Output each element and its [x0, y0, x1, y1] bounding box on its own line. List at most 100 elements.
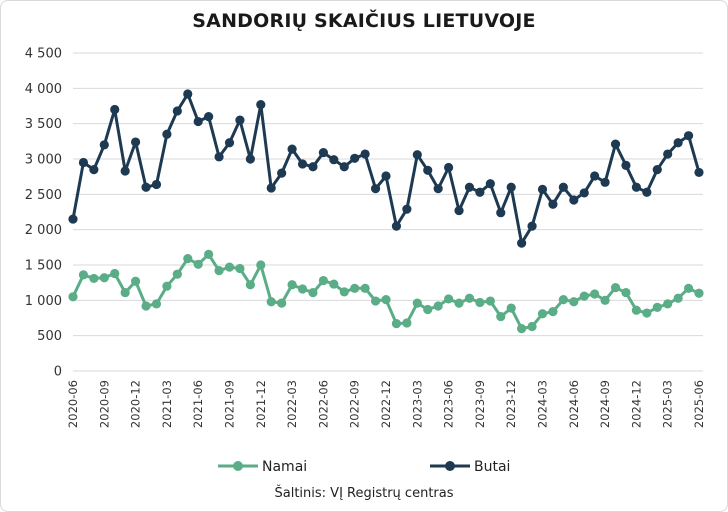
- data-point: [381, 295, 391, 305]
- x-tick-label: 2024-06: [567, 380, 581, 428]
- data-point: [444, 294, 454, 304]
- data-point: [631, 305, 642, 315]
- data-point: [683, 131, 694, 141]
- x-axis-tick-labels: 2020-06 2020-09 2020-12 2021-03 2021-06 2021-…: [66, 380, 706, 428]
- data-point: [454, 298, 464, 308]
- data-point: [610, 139, 621, 149]
- data-point: [663, 149, 673, 159]
- data-point: [131, 137, 141, 147]
- data-point: [214, 266, 224, 276]
- data-point: [110, 104, 120, 115]
- x-tick-label: 2023-09: [473, 380, 487, 428]
- data-point: [277, 298, 287, 308]
- data-point: [99, 140, 109, 150]
- data-point: [464, 293, 475, 303]
- data-point: [308, 287, 318, 298]
- data-point: [339, 162, 349, 172]
- data-point: [444, 162, 454, 173]
- data-point: [308, 162, 318, 172]
- x-tick-label: 2022-06: [316, 380, 330, 428]
- data-point: [350, 153, 360, 163]
- data-point: [590, 171, 600, 181]
- x-tick-label: 2025-06: [692, 380, 706, 428]
- legend-item-namai: Namai: [218, 459, 307, 475]
- chart-title: SANDORIŲ SKAIČIUS LIETUVOJE: [192, 10, 536, 32]
- data-point: [350, 283, 360, 293]
- data-point: [370, 184, 381, 194]
- y-tick-label: 1 500: [25, 259, 62, 274]
- data-point: [423, 165, 433, 175]
- y-tick-label: 3 500: [25, 117, 62, 132]
- data-point: [193, 259, 203, 269]
- data-point: [391, 319, 402, 329]
- data-point: [506, 303, 516, 313]
- data-point: [485, 179, 495, 189]
- data-point: [339, 287, 349, 297]
- data-point: [141, 301, 151, 311]
- y-tick-label: 2 000: [25, 223, 62, 238]
- data-point: [412, 150, 422, 160]
- data-point: [89, 273, 99, 284]
- data-point: [381, 171, 391, 181]
- data-point: [517, 324, 527, 334]
- data-point: [224, 138, 235, 148]
- data-point: [412, 298, 422, 308]
- series-group: [68, 89, 704, 334]
- data-point: [318, 148, 328, 158]
- data-point: [694, 288, 704, 298]
- x-tick-label: 2023-03: [410, 380, 424, 428]
- data-point: [256, 99, 266, 110]
- data-point: [370, 296, 381, 306]
- data-point: [297, 284, 308, 294]
- data-point: [151, 179, 162, 190]
- data-point: [694, 167, 704, 178]
- data-point: [277, 168, 287, 178]
- x-tick-label: 2022-09: [348, 380, 362, 428]
- x-tick-label: 2022-03: [285, 380, 299, 428]
- y-tick-label: 2 500: [25, 188, 62, 203]
- data-point: [496, 311, 506, 322]
- x-tick-label: 2021-12: [254, 380, 268, 428]
- data-point: [89, 165, 99, 175]
- data-point: [548, 199, 558, 209]
- legend-label: Namai: [262, 459, 307, 475]
- data-point: [120, 287, 130, 298]
- data-point: [558, 182, 568, 192]
- x-tick-label: 2021-09: [223, 380, 237, 428]
- data-point: [245, 154, 255, 164]
- data-point: [579, 188, 589, 198]
- data-point: [402, 318, 412, 328]
- data-point: [204, 112, 214, 122]
- data-point: [663, 299, 673, 309]
- data-point: [496, 208, 506, 218]
- data-point: [78, 157, 89, 168]
- data-point: [621, 160, 631, 170]
- series-line: [71, 252, 700, 331]
- data-point: [621, 287, 631, 298]
- data-point: [485, 296, 495, 306]
- data-point: [642, 187, 652, 197]
- data-point: [235, 263, 245, 274]
- data-point: [569, 297, 579, 307]
- data-point: [318, 275, 328, 286]
- data-point: [548, 307, 558, 317]
- data-point: [433, 184, 443, 194]
- data-point: [673, 138, 683, 148]
- legend-swatch-marker: [233, 461, 243, 471]
- data-point: [642, 308, 652, 318]
- data-point: [391, 221, 402, 231]
- data-point: [454, 205, 464, 216]
- data-point: [569, 195, 579, 205]
- x-tick-label: 2023-12: [504, 380, 518, 428]
- series-butai: [68, 89, 704, 248]
- data-point: [68, 214, 78, 224]
- x-tick-label: 2025-03: [661, 380, 675, 428]
- data-point: [527, 221, 537, 231]
- data-point: [183, 254, 193, 264]
- data-point: [475, 297, 485, 308]
- y-tick-label: 0: [54, 365, 62, 380]
- data-point: [506, 182, 516, 192]
- legend: Namai Butai: [218, 459, 510, 475]
- legend-label: Butai: [474, 459, 510, 475]
